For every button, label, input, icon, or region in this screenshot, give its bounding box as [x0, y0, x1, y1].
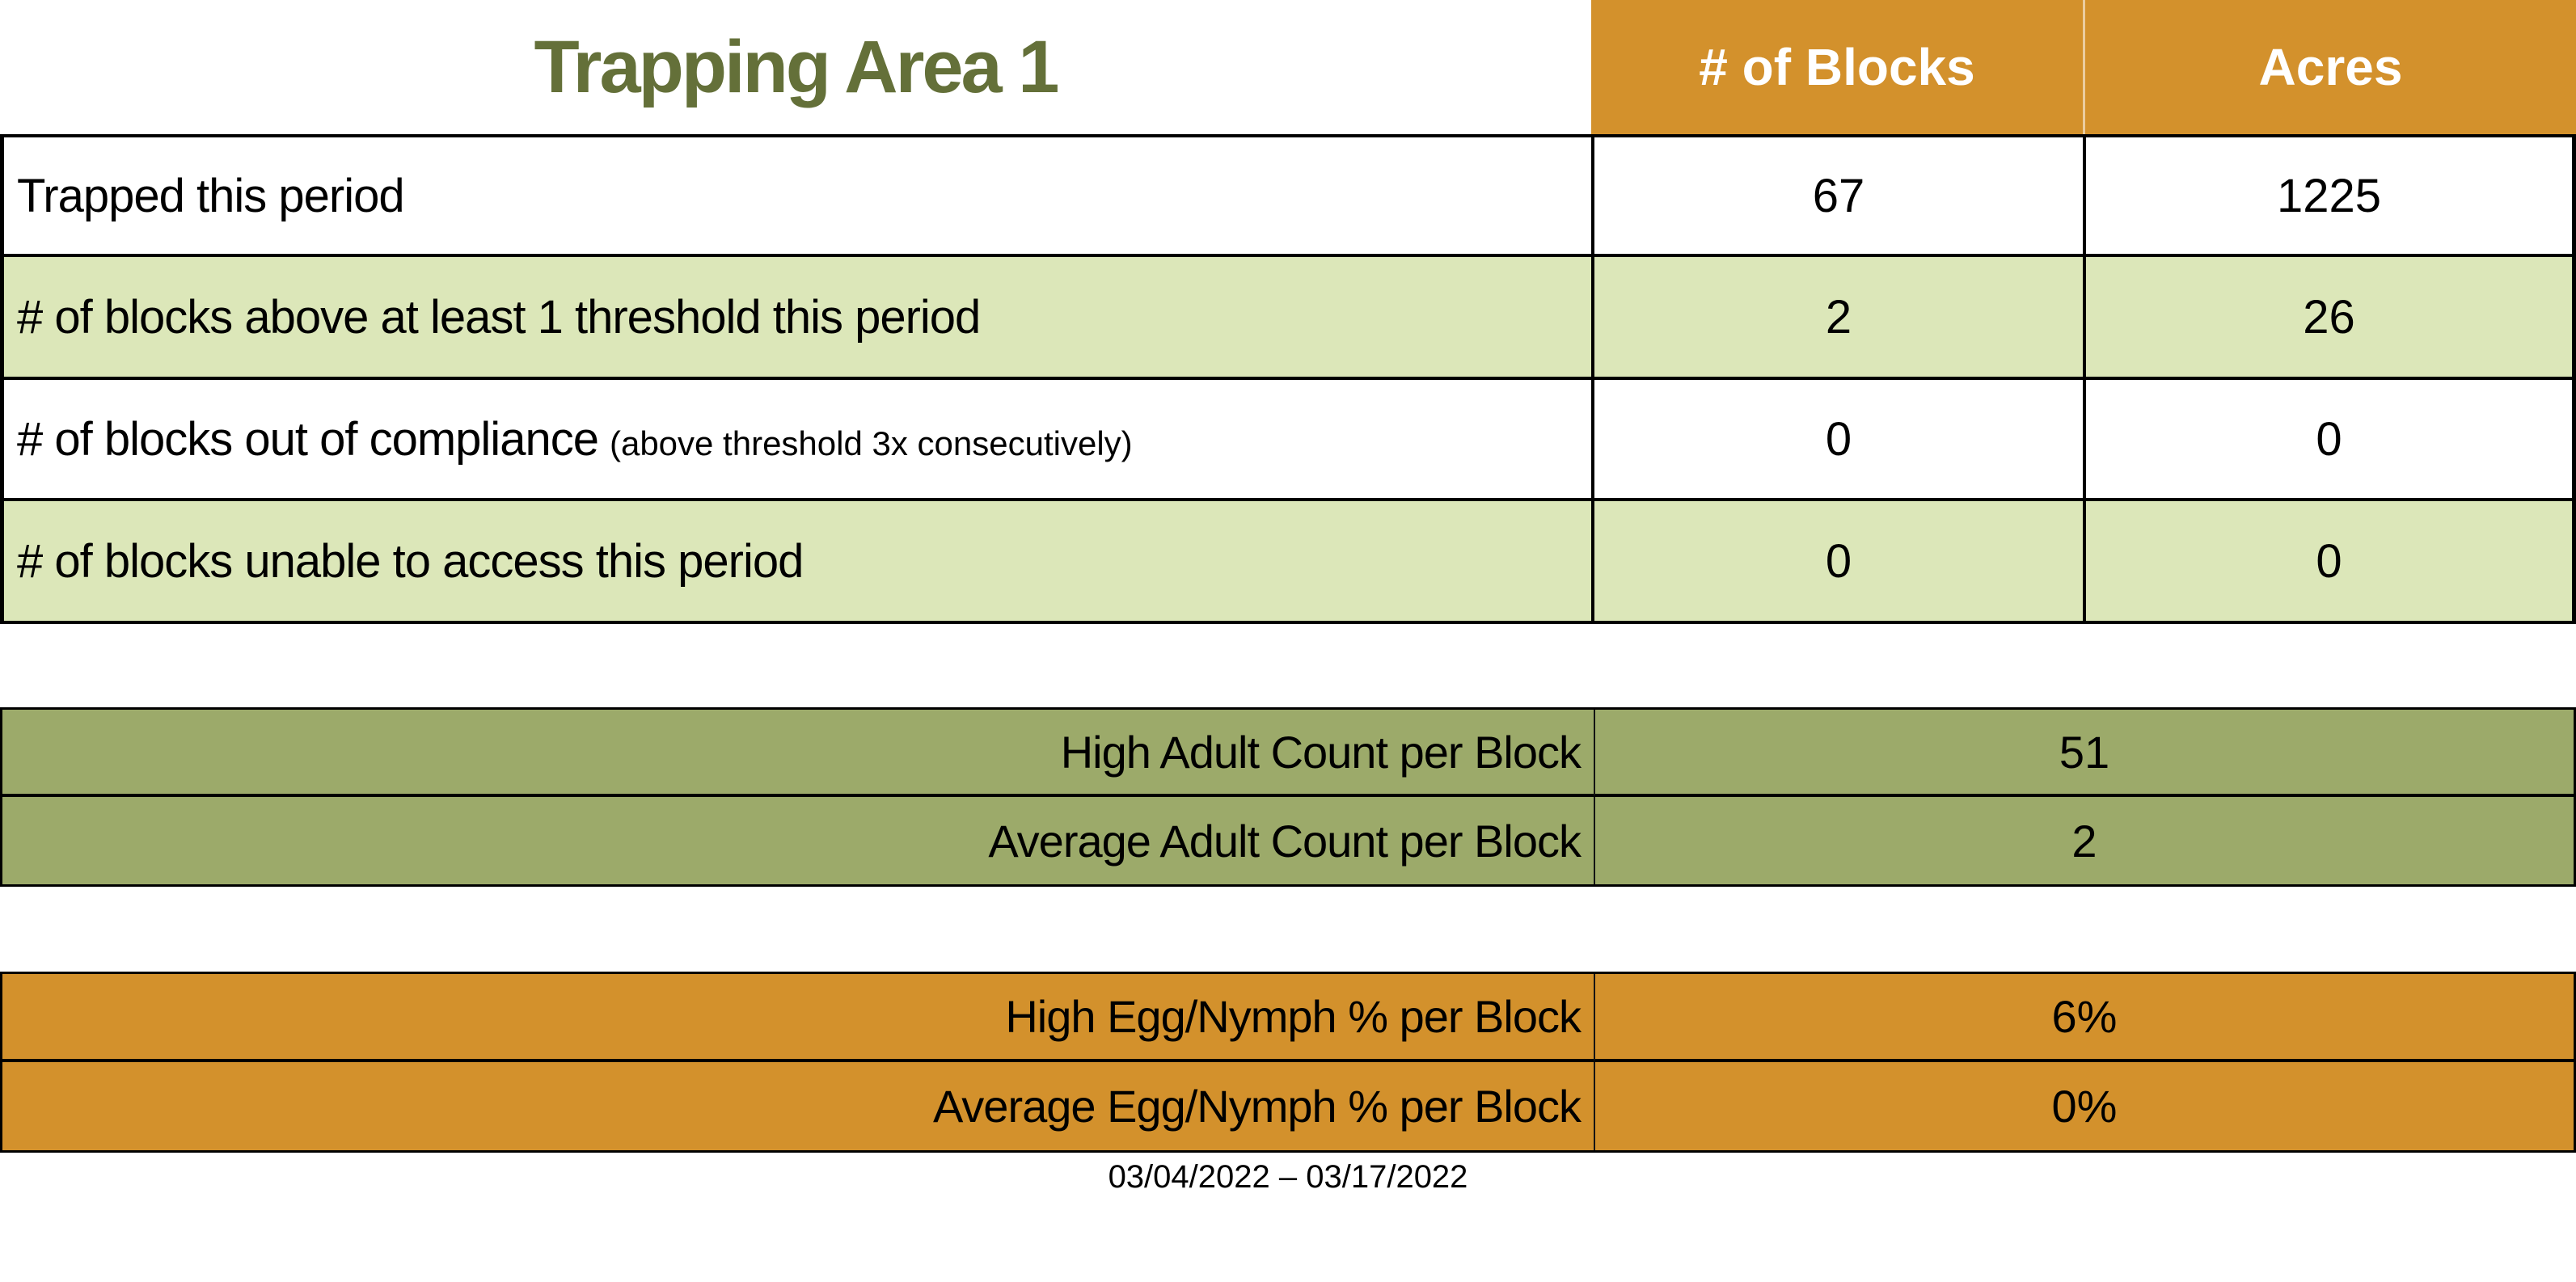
blocks-value: 67 [1591, 134, 2083, 257]
column-header-acres: Acres [2083, 0, 2576, 134]
row-label-text: # of blocks above at least 1 threshold t… [17, 290, 981, 344]
adult-count-table: High Adult Count per Block 51 Average Ad… [0, 707, 2576, 887]
table-row-label: # of blocks unable to access this period [0, 501, 1591, 624]
row-label-text: Trapped this period [17, 169, 405, 222]
adult-count-value: 2 [1594, 797, 2574, 884]
table-row-label: High Egg/Nymph % per Block [2, 974, 1594, 1062]
row-label-text: # of blocks unable to access this period [17, 534, 804, 588]
acres-value: 1225 [2083, 134, 2576, 257]
egg-nymph-value: 6% [1594, 974, 2574, 1062]
date-range: 03/04/2022 – 03/17/2022 [1108, 1159, 1468, 1195]
table-row-label: # of blocks out of compliance (above thre… [0, 380, 1591, 501]
column-header-blocks: # of Blocks [1591, 0, 2083, 134]
acres-value: 26 [2083, 257, 2576, 380]
row-label-note: (above threshold 3x consecutively) [609, 424, 1133, 462]
egg-nymph-table: High Egg/Nymph % per Block 6% Average Eg… [0, 972, 2576, 1153]
blocks-value: 0 [1591, 380, 2083, 501]
row-label-text: # of blocks out of compliance [17, 412, 599, 466]
egg-nymph-value: 0% [1594, 1062, 2574, 1150]
table-row-label: Average Adult Count per Block [988, 815, 1581, 867]
acres-value: 0 [2083, 501, 2576, 624]
table-row-label: High Adult Count per Block [2, 710, 1594, 797]
acres-value: 0 [2083, 380, 2576, 501]
table-row-label: # of blocks above at least 1 threshold t… [0, 257, 1591, 380]
blocks-value: 2 [1591, 257, 2083, 380]
page-title: Trapping Area 1 [534, 25, 1060, 108]
blocks-value: 0 [1591, 501, 2083, 624]
adult-count-value: 51 [1594, 710, 2574, 797]
table-row-label: Trapped this period [0, 134, 1591, 257]
summary-table: Trapping Area 1 # of Blocks Acres Trappe… [0, 0, 2576, 624]
table-row-label: Average Egg/Nymph % per Block [932, 1081, 1581, 1132]
